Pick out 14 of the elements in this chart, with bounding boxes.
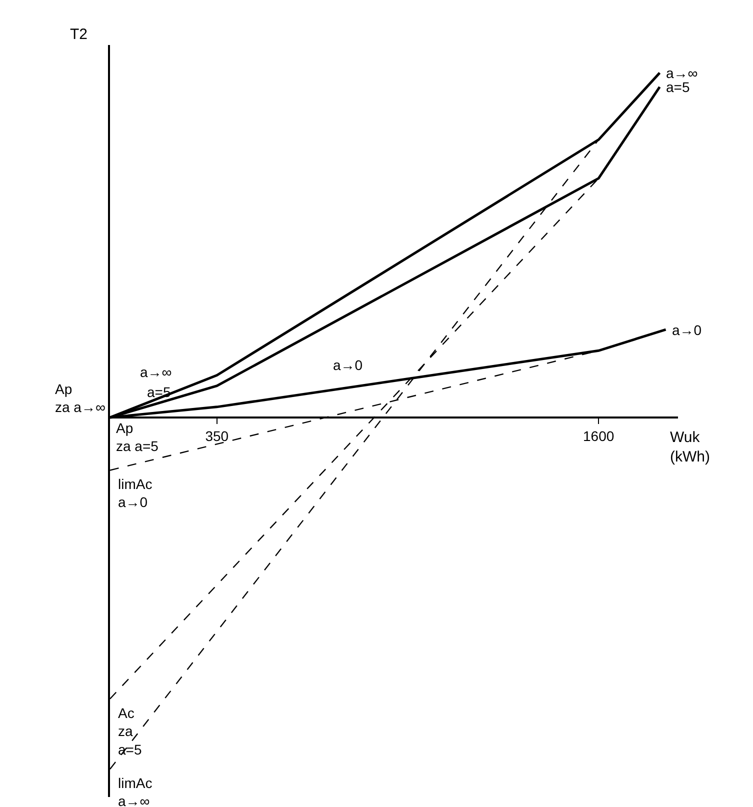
x-tick-label: 350 [205,428,229,444]
annotation: a→0 [333,357,363,373]
x-tick-label: 1600 [583,428,614,444]
series-label: limAc a→0 [118,476,152,510]
series-label: a→0 [672,322,702,338]
series-label: limAc a→∞ [118,775,152,807]
annotation: Ap za a=5 [116,420,159,454]
series-label: Ac za a=5 [118,705,142,758]
y-axis-title: T2 [70,26,88,43]
annotation: a→∞ [140,364,172,380]
x-axis-title: Wuk (kWh) [670,429,710,466]
annotation: Ap za a→∞ [55,381,106,416]
series-label: a→∞ [666,65,698,81]
series-label: a=5 [666,79,690,95]
